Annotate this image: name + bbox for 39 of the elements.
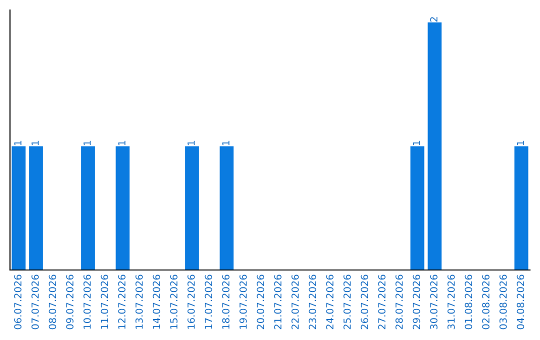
x-tick-label: 25.07.2026 (343, 274, 351, 330)
x-tick-label: 17.07.2026 (204, 274, 212, 329)
x-tick-label: 22.07.2026 (291, 274, 299, 330)
x-tick-label: 03.08.2026 (499, 274, 507, 330)
x-tick-label: 11.07.2026 (100, 274, 108, 329)
data-label: 1 (222, 140, 230, 146)
x-tick-label: 28.07.2026 (395, 274, 403, 330)
x-tick-label: 27.07.2026 (378, 274, 386, 330)
x-tick-label: 29.07.2026 (412, 274, 420, 330)
x-tick-label: 06.07.2026 (14, 274, 22, 330)
data-label: 1 (14, 140, 22, 146)
x-tick-label: 08.07.2026 (48, 274, 56, 330)
x-tick-label: 19.07.2026 (239, 274, 247, 329)
x-tick-label: 04.08.2026 (516, 274, 524, 330)
data-label: 1 (188, 140, 195, 146)
x-tick-label: 26.07.2026 (360, 274, 368, 330)
data-label: 1 (516, 140, 524, 146)
x-tick-label: 12.07.2026 (118, 274, 126, 329)
x-tick-label: 09.07.2026 (66, 274, 74, 330)
data-label: 1 (84, 140, 91, 146)
x-tick-label: 18.07.2026 (222, 274, 230, 329)
x-tick-label: 14.07.2026 (152, 274, 160, 329)
x-tick-label: 10.07.2026 (83, 274, 91, 329)
data-label: 2 (430, 17, 438, 22)
data-label: 1 (412, 140, 420, 146)
data-label: 1 (32, 140, 39, 146)
data-label: 1 (118, 140, 126, 146)
x-tick-label: 01.08.2026 (464, 274, 472, 330)
x-tick-label: 13.07.2026 (135, 274, 143, 329)
x-tick-label: 30.07.2026 (430, 274, 438, 330)
x-tick-label: 16.07.2026 (187, 274, 195, 329)
x-tick-label: 02.08.2026 (482, 274, 490, 330)
x-tick-label: 31.07.2026 (447, 274, 455, 330)
x-tick-label: 21.07.2026 (274, 274, 282, 330)
x-tick-label: 20.07.2026 (256, 274, 264, 330)
x-tick-label: 24.07.2026 (326, 274, 334, 330)
x-tick-label: 07.07.2026 (31, 274, 39, 330)
x-tick-label: 15.07.2026 (170, 274, 178, 329)
x-tick-label: 23.07.2026 (308, 274, 316, 330)
